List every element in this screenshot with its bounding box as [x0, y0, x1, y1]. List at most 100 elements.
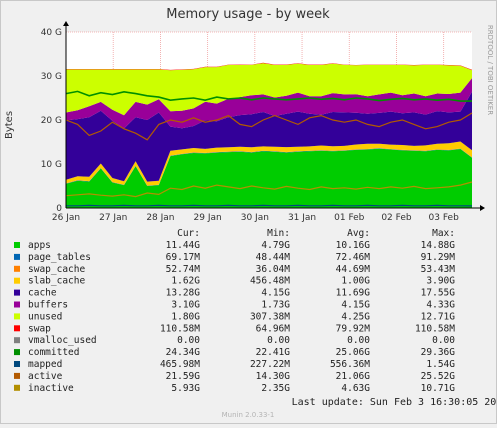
legend-value: 10.71G — [421, 383, 456, 394]
legend-value: 1.80G — [171, 311, 200, 322]
legend-value: 12.71G — [421, 311, 456, 322]
legend-value: 53.43M — [421, 264, 456, 275]
legend-value: 227.22M — [250, 359, 290, 370]
legend-name: cache — [28, 288, 57, 299]
legend-header: Max: — [432, 228, 455, 239]
legend-header: Avg: — [347, 228, 370, 239]
watermark-label: RRDTOOL / TOBI OETIKER — [486, 25, 494, 115]
legend-value: 4.79G — [261, 240, 290, 251]
legend-swatch — [14, 253, 20, 260]
legend-value: 5.93G — [171, 383, 200, 394]
legend-value: 3.90G — [426, 276, 455, 287]
legend-value: 17.55G — [421, 288, 456, 299]
legend-value: 4.15G — [341, 300, 370, 311]
y-tick-label: 0 — [56, 204, 62, 214]
legend-name: swap — [28, 323, 51, 334]
y-tick-label: 30 G — [41, 72, 62, 82]
area-swap — [66, 62, 472, 71]
legend-value: 0.00 — [177, 335, 200, 346]
legend-header: Cur: — [177, 228, 200, 239]
legend-name: page_tables — [28, 252, 91, 263]
legend-value: 91.29M — [421, 252, 456, 263]
legend-value: 556.36M — [330, 359, 370, 370]
legend-value: 69.17M — [166, 252, 201, 263]
y-axis-arrow — [63, 21, 69, 26]
legend-value: 44.69M — [336, 264, 371, 275]
legend-value: 13.28G — [166, 288, 201, 299]
legend-value: 4.33G — [426, 300, 455, 311]
axes — [63, 21, 485, 211]
legend-value: 4.63G — [341, 383, 370, 394]
legend-swatch — [14, 289, 20, 296]
legend-swatch — [14, 265, 20, 272]
legend-value: 1.73G — [261, 300, 290, 311]
area-unused — [66, 63, 472, 116]
chart-title: Memory usage - by week — [166, 7, 330, 22]
line-active — [65, 112, 473, 141]
legend-name: apps — [28, 240, 51, 251]
area-buffers — [66, 78, 472, 129]
legend-value: 10.16G — [336, 240, 371, 251]
legend-value: 25.06G — [336, 347, 371, 358]
legend-value: 307.38M — [250, 311, 290, 322]
x-tick-label: 02 Feb — [381, 213, 412, 223]
legend-swatch — [14, 349, 20, 356]
legend-swatch — [14, 277, 20, 284]
legend-name: unused — [28, 311, 62, 322]
legend-name: committed — [28, 347, 79, 358]
legend-value: 110.58M — [160, 323, 200, 334]
area-slab_cache — [66, 141, 472, 186]
legend-swatch — [14, 361, 20, 367]
legend-value: 456.48M — [250, 276, 290, 287]
legend-name: inactive — [28, 383, 74, 394]
line-series — [65, 90, 473, 207]
y-axis-label: Bytes — [4, 111, 15, 139]
legend-name: slab_cache — [28, 276, 85, 287]
x-tick-label: 27 Jan — [99, 213, 127, 223]
legend-value: 3.10G — [171, 300, 200, 311]
legend-value: 0.00 — [267, 335, 290, 346]
legend-header: Min: — [267, 228, 290, 239]
legend-value: 4.15G — [261, 288, 290, 299]
legend-value: 29.36G — [421, 347, 456, 358]
legend-value: 64.96M — [256, 323, 291, 334]
legend-swatch — [14, 372, 20, 379]
legend: Cur: Min: Avg: Max: apps 11.44G 4.79G 10.16G 14.… — [14, 228, 455, 394]
x-axis-arrow — [480, 205, 485, 211]
y-tick-label: 20 G — [41, 116, 62, 126]
legend-value: 52.74M — [166, 264, 201, 275]
last-update-text: Last update: Sun Feb 3 16:30:05 2019 — [292, 397, 497, 408]
y-tick-label: 10 G — [41, 160, 62, 170]
legend-name: vmalloc_used — [28, 335, 97, 346]
legend-value: 1.00G — [341, 276, 370, 287]
legend-value: 24.34G — [166, 347, 201, 358]
legend-value: 1.62G — [171, 276, 200, 287]
legend-value: 79.92M — [336, 323, 371, 334]
x-tick-label: 30 Jan — [241, 213, 269, 223]
legend-value: 48.44M — [256, 252, 291, 263]
legend-swatch — [14, 313, 20, 320]
legend-value: 2.35G — [261, 383, 290, 394]
legend-value: 14.88G — [421, 240, 456, 251]
legend-value: 36.04M — [256, 264, 291, 275]
legend-value: 11.44G — [166, 240, 201, 251]
version-text: Munin 2.0.33-1 — [222, 411, 275, 419]
legend-swatch — [14, 301, 20, 308]
legend-value: 21.59G — [166, 371, 201, 382]
x-tick-label: 26 Jan — [52, 213, 80, 223]
stacked-areas — [66, 62, 472, 208]
legend-name: mapped — [28, 359, 62, 370]
legend-name: swap_cache — [28, 264, 85, 275]
legend-name: active — [28, 371, 63, 382]
line-committed — [65, 90, 472, 102]
legend-value: 11.69G — [336, 288, 371, 299]
legend-value: 465.98M — [160, 359, 200, 370]
line-mapped — [66, 204, 473, 207]
legend-swatch — [14, 384, 20, 391]
x-tick-label: 01 Feb — [334, 213, 365, 223]
legend-value: 25.52G — [421, 371, 456, 382]
x-tick-label: 31 Jan — [288, 213, 316, 223]
legend-swatch — [14, 242, 20, 248]
legend-value: 72.46M — [336, 252, 371, 263]
